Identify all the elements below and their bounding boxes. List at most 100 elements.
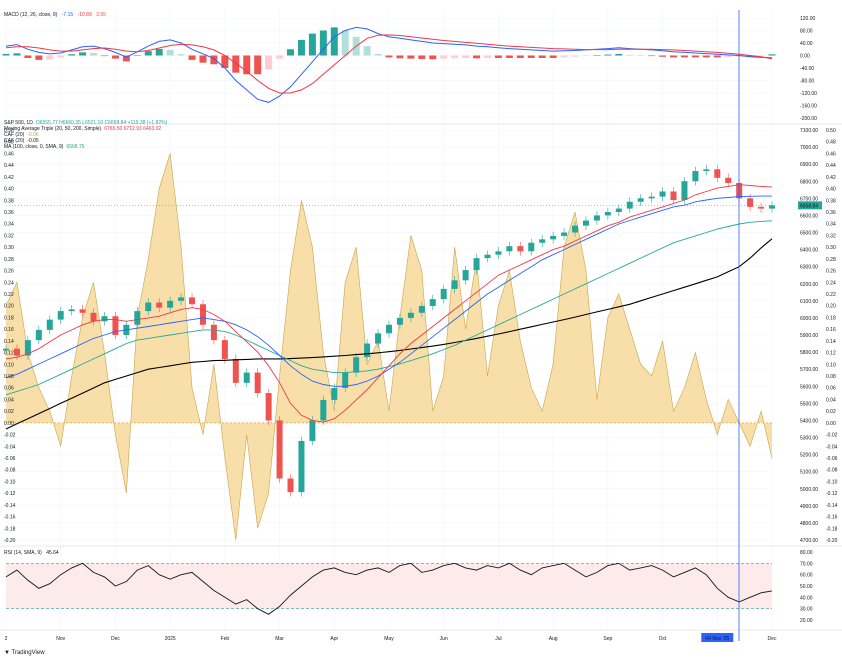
legend-caf-1: CAF (20) -0.06	[4, 132, 39, 138]
caf-tick-label-left: -0.02	[4, 433, 16, 439]
candle-body	[199, 304, 206, 325]
candle-body	[189, 297, 196, 305]
last-price-tag	[798, 201, 822, 210]
price-pane	[3, 153, 775, 541]
macd-hist-bar	[615, 53, 623, 56]
x-tick-label: Jul	[495, 636, 501, 642]
candle-body	[68, 309, 75, 312]
caf-tick-label-right: 0.44	[826, 163, 836, 169]
candle-body	[101, 316, 108, 322]
price-tick-label: 6500.00	[800, 231, 818, 237]
candle-body	[659, 191, 666, 197]
caf-tick-label-left: 0.06	[4, 386, 14, 392]
candle-body	[550, 235, 557, 240]
caf-tick-label-right: 0.20	[826, 304, 836, 310]
macd-hist-bar	[24, 55, 32, 58]
caf-tick-label-left: 0.16	[4, 327, 14, 333]
caf-tick-label-right: -0.04	[826, 444, 838, 450]
caf-tick-label-right: 0.14	[826, 339, 836, 345]
candle-body	[440, 288, 447, 300]
rsi-value: 45.64	[46, 550, 59, 556]
sma50-line	[5, 195, 772, 387]
caf-tick-label-left: 0.18	[4, 315, 14, 321]
price-tick-label: 5400.00	[800, 418, 818, 424]
caf-tick-label-left: 0.24	[4, 280, 14, 286]
candle-body	[221, 340, 228, 359]
price-tick-label: 6900.00	[800, 162, 818, 168]
candle-body	[429, 299, 436, 306]
sma20-line	[5, 184, 773, 423]
caf-tick-label-left: 0.38	[4, 198, 14, 204]
signal-line	[5, 34, 773, 94]
macd-hist-bar	[79, 52, 87, 56]
candle-body	[714, 169, 721, 178]
caf-tick-label-right: 0.50	[826, 128, 836, 134]
macd-tick-label: 40.00	[800, 41, 813, 47]
caf-tick-label-left: 0.02	[4, 409, 14, 415]
macd-hist-bar	[713, 55, 721, 58]
caf-tick-label-right: 0.30	[826, 245, 836, 251]
macd-hist-bar	[549, 55, 557, 58]
caf-tick-label-left: 0.14	[4, 339, 14, 345]
candle-body	[396, 317, 403, 325]
caf-tick-label-right: 0.08	[826, 374, 836, 380]
caf-area	[6, 153, 772, 540]
x-tick-label: Dec	[768, 636, 777, 642]
rsi-tick-label: 80.00	[800, 550, 813, 556]
x-tick-label: Sep	[603, 636, 612, 642]
caf-tick-label-left: 0.50	[4, 128, 14, 134]
caf-tick-label-left: 0.32	[4, 233, 14, 239]
candle-body	[79, 309, 86, 313]
macd-hist-bar	[746, 55, 754, 57]
x-tick-label: 2025	[165, 636, 176, 642]
macd-legend: MACD (12, 26, close, 9) -7.15 -10.89 3.9…	[4, 12, 106, 18]
candle-body	[418, 305, 425, 313]
candle-body	[670, 191, 677, 201]
candle-body	[243, 372, 250, 383]
macd-hist-bar	[363, 46, 371, 56]
caf-tick-label-left: -0.20	[4, 538, 16, 544]
rsi-tick-label: 50.00	[800, 584, 813, 590]
tradingview-logo[interactable]: ▼ TradingView	[4, 650, 45, 656]
candle-body	[539, 239, 546, 243]
caf-tick-label-left: 0.30	[4, 245, 14, 251]
macd-hist-bar	[527, 55, 535, 58]
candle-body	[46, 319, 53, 330]
caf-tick-label-right: 0.06	[826, 386, 836, 392]
caf-tick-label-right: -0.08	[826, 468, 838, 474]
candle-body	[331, 387, 338, 400]
macd-hist-bar	[276, 55, 284, 59]
x-tick-label: Aug	[549, 636, 558, 642]
caf-tick-label-right: 0.18	[826, 315, 836, 321]
price-tick-label: 7000.00	[800, 145, 818, 151]
macd-hist-bar	[670, 55, 678, 58]
x-tick-label: May	[384, 636, 394, 642]
macd-hist-bar	[374, 53, 382, 56]
macd-hist-bar	[648, 55, 656, 57]
caf-tick-label-left: 0.26	[4, 269, 14, 275]
caf-tick-label-right: 0.48	[826, 140, 836, 146]
x-tick-label: Feb	[221, 636, 230, 642]
caf-tick-label-left: 0.04	[4, 397, 14, 403]
candle-body	[178, 297, 185, 301]
price-tick-label: 5800.00	[800, 350, 818, 356]
macd-hist-bar	[297, 39, 305, 56]
x-tick-label: Jun	[440, 636, 448, 642]
macd-hist-bar	[90, 53, 98, 56]
caf-tick-label-left: -0.08	[4, 468, 16, 474]
macd-hist-bar	[385, 55, 393, 58]
macd-hist-bar	[494, 55, 502, 58]
price-tick-label: 7100.00	[800, 128, 818, 134]
price-tick-label: 6600.00	[800, 213, 818, 219]
macd-hist-bar	[593, 55, 601, 56]
macd-hist-bar	[68, 54, 76, 56]
macd-hist-bar	[604, 54, 612, 56]
macd-hist-bar	[483, 55, 491, 58]
caf-tick-label-right: 0.00	[826, 421, 836, 427]
price-legend: S&P 500, 1D O6555.77 H6660.35 L6521.10 C6…	[4, 120, 167, 150]
caf-tick-label-left: -0.04	[4, 444, 16, 450]
macd-hist-bar	[2, 53, 10, 56]
candle-body	[112, 316, 119, 335]
macd-hist-bar	[768, 54, 776, 56]
